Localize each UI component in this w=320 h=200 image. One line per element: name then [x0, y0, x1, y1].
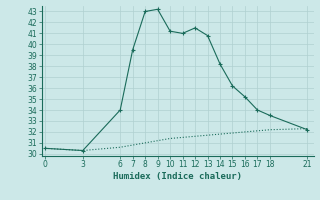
X-axis label: Humidex (Indice chaleur): Humidex (Indice chaleur) — [113, 172, 242, 181]
